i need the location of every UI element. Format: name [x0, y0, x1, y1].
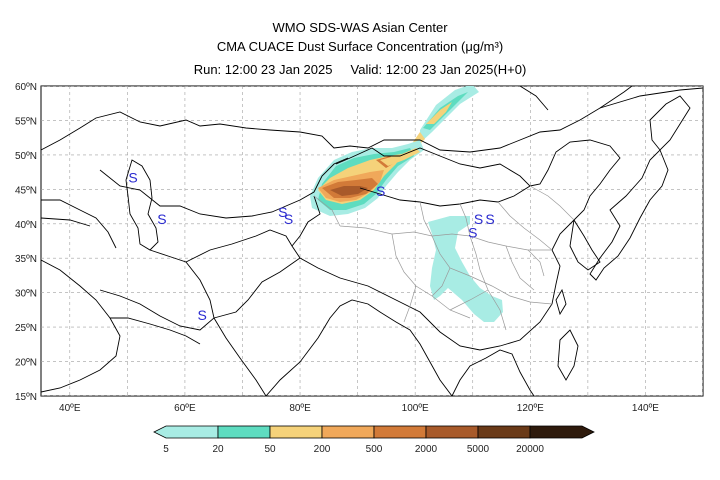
colorbar-segment	[269, 425, 323, 439]
lat-tick-label: 15ºN	[15, 392, 37, 403]
dust-station-marker: S	[278, 204, 287, 220]
colorbar-label: 5000	[467, 444, 490, 455]
dust-station-marker: S	[468, 225, 477, 241]
lat-tick-label: 55ºN	[15, 116, 37, 127]
lon-tick-label: 140ºE	[632, 403, 659, 414]
lat-tick-label: 25ºN	[15, 323, 37, 334]
dust-station-marker: S	[284, 211, 293, 227]
colorbar-label: 2000	[415, 444, 438, 455]
colorbar-label: 20000	[516, 444, 544, 455]
colorbar-segment	[321, 425, 375, 439]
longitude-labels: 40ºE 60ºE 80ºE 100ºE 120ºE 140ºE	[59, 403, 659, 414]
lon-tick-label: 60ºE	[174, 403, 196, 414]
colorbar-label: 200	[314, 444, 331, 455]
dust-station-marker: S	[157, 211, 166, 227]
lat-tick-label: 20ºN	[15, 358, 37, 369]
colorbar-label: 50	[264, 444, 276, 455]
lon-tick-label: 100ºE	[402, 403, 429, 414]
lat-tick-label: 50ºN	[15, 151, 37, 162]
map-title: WMO SDS-WAS Asian Center	[272, 20, 448, 35]
colorbar-label: 500	[366, 444, 383, 455]
lat-tick-label: 45ºN	[15, 185, 37, 196]
colorbar-label: 20	[212, 444, 224, 455]
dust-station-marker: S	[485, 211, 494, 227]
map-subtitle: CMA CUACE Dust Surface Concentration (μg…	[216, 39, 504, 54]
colorbar-segment	[425, 425, 479, 439]
dust-concentration-shading	[310, 86, 503, 322]
dust-station-marker: S	[376, 183, 385, 199]
lon-tick-label: 120ºE	[517, 403, 544, 414]
lat-tick-label: 35ºN	[15, 254, 37, 265]
colorbar: 5 20 50 200 500 2000 5000 20000	[153, 425, 595, 455]
colorbar-label: 5	[163, 444, 169, 455]
lon-tick-label: 40ºE	[59, 403, 81, 414]
dust-station-marker: S	[128, 169, 137, 185]
lat-tick-label: 40ºN	[15, 220, 37, 231]
colorbar-segment	[153, 425, 219, 439]
lon-tick-label: 80ºE	[289, 403, 311, 414]
colorbar-segment	[477, 425, 531, 439]
china-province-borders	[313, 185, 575, 331]
colorbar-segment	[529, 425, 595, 439]
run-valid-time: Run: 12:00 23 Jan 2025 Valid: 12:00 23 J…	[193, 62, 527, 77]
colorbar-segment	[373, 425, 427, 439]
lat-tick-label: 60ºN	[15, 82, 37, 93]
lat-tick-label: 30ºN	[15, 289, 37, 300]
dust-station-marker: S	[474, 211, 483, 227]
map-frame	[40, 85, 704, 397]
dust-station-marker: S	[198, 307, 207, 323]
latitude-labels: 60ºN 55ºN 50ºN 45ºN 40ºN 35ºN 30ºN 25ºN 20ºN 15ºN	[15, 82, 37, 403]
colorbar-segment	[217, 425, 271, 439]
